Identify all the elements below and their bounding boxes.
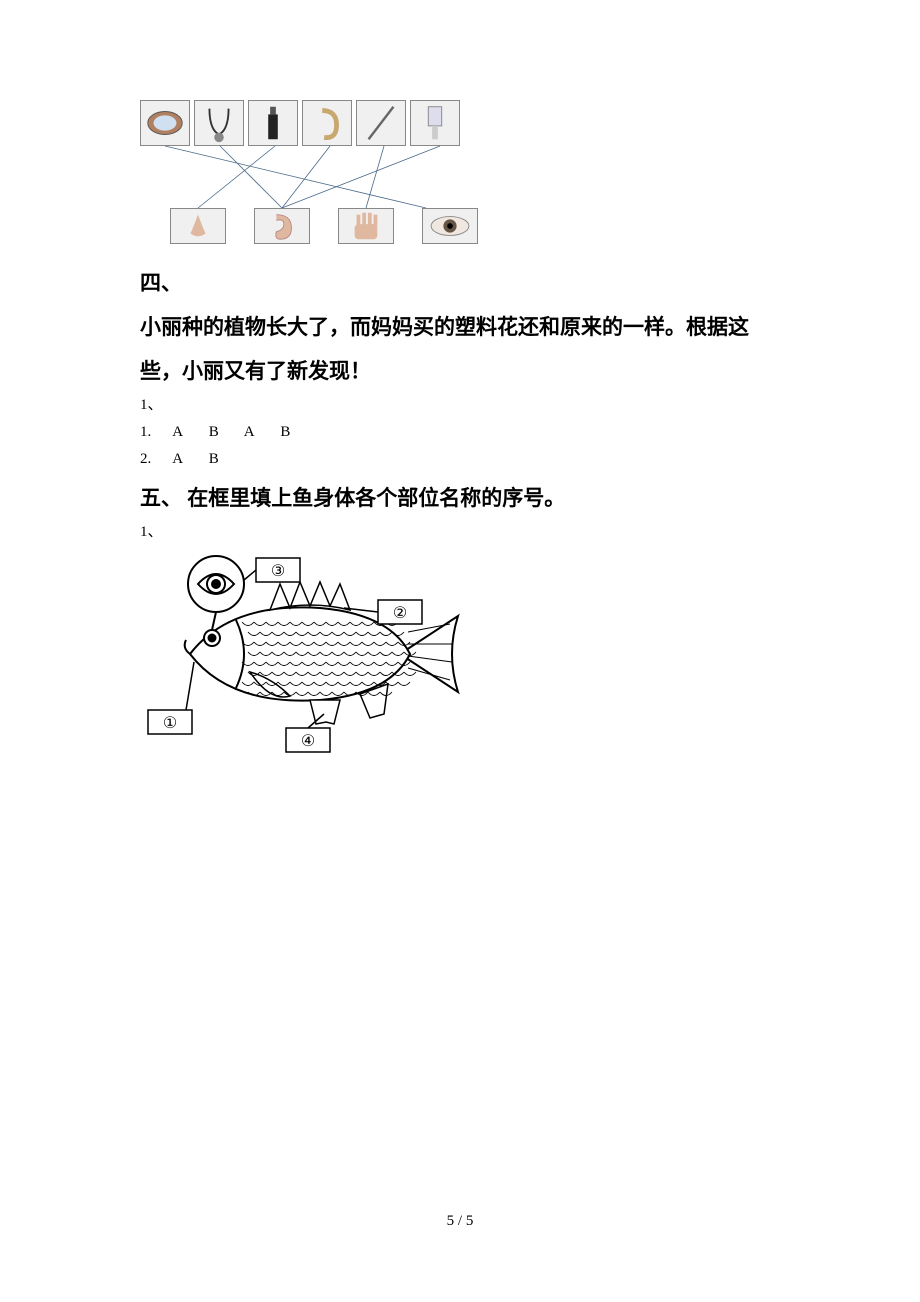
page-number: 5 / 5 [0, 1213, 920, 1230]
section-4-body-1: 小丽种的植物长大了，而妈妈买的塑料花还和原来的一样。根据这 [140, 306, 790, 348]
row1-opt-a1: A [172, 424, 183, 440]
matching-bottom-row [170, 208, 478, 244]
bottom-item-nose [170, 208, 226, 244]
section-4-row1: 1. A B A B [140, 419, 790, 446]
top-item-cane [356, 100, 406, 146]
row2-opt-a: A [172, 451, 183, 467]
section-4-header: 四、 [140, 262, 790, 304]
top-item-thermometer [410, 100, 460, 146]
fish-label-1: ① [163, 715, 177, 732]
section-5-header: 五、 在框里填上鱼身体各个部位名称的序号。 [140, 477, 790, 519]
top-item-spray [248, 100, 298, 146]
row2-opt-b: B [209, 451, 219, 467]
row1-opt-a2: A [244, 424, 255, 440]
bottom-item-hand [338, 208, 394, 244]
fish-label-4: ④ [301, 733, 315, 750]
section-4-row2: 2. A B [140, 446, 790, 473]
row1-num: 1. [140, 424, 151, 440]
matching-diagram [140, 100, 470, 250]
section-4-q1-label: 1、 [140, 392, 790, 419]
top-item-hearing-aid [302, 100, 352, 146]
bottom-item-ear [254, 208, 310, 244]
matching-top-row [140, 100, 460, 146]
fish-figure: ③ ② ① ④ [140, 554, 480, 754]
row1-opt-b1: B [209, 424, 219, 440]
row1-opt-b2: B [280, 424, 290, 440]
fish-label-3: ③ [271, 563, 285, 580]
bottom-item-eye [422, 208, 478, 244]
section-4-body-2: 些，小丽又有了新发现！ [140, 350, 790, 392]
section-5-q1-label: 1、 [140, 519, 790, 546]
top-item-mirror [140, 100, 190, 146]
fish-label-2: ② [393, 605, 407, 622]
row2-num: 2. [140, 451, 151, 467]
top-item-stethoscope [194, 100, 244, 146]
